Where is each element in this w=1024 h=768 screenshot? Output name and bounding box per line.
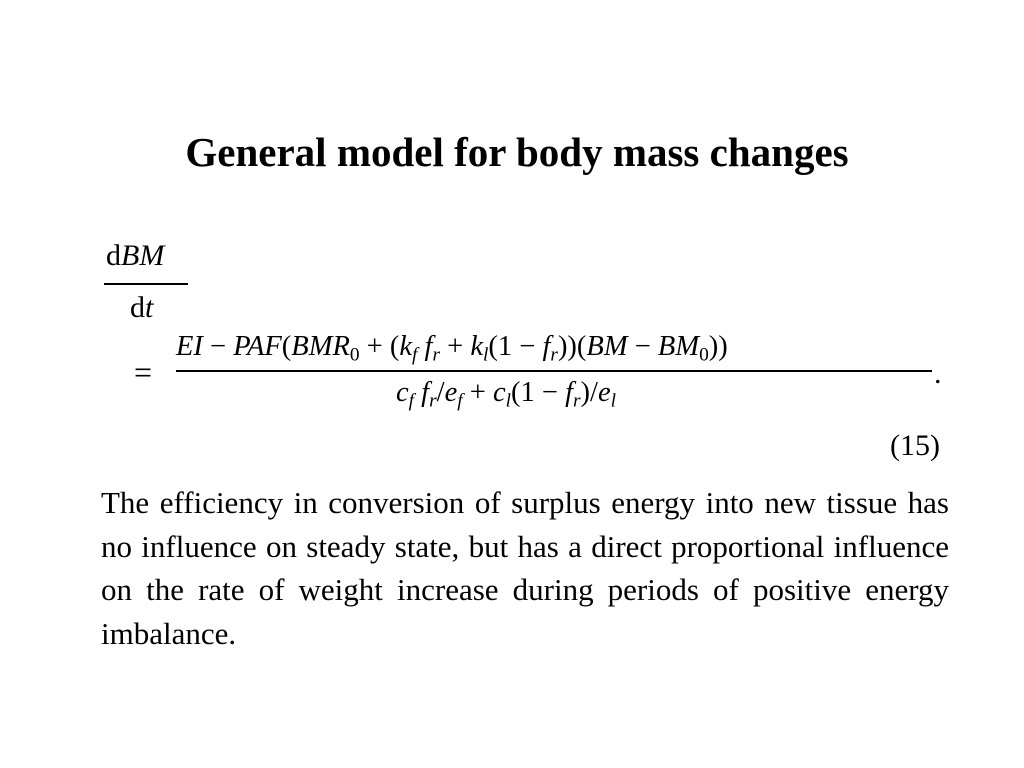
- equation-number: (15): [890, 429, 940, 462]
- equation-period: .: [934, 357, 942, 390]
- rhs-denominator: cf fr/ef + cl(1 − fr)/el: [396, 377, 616, 412]
- lhs-denominator: dt: [130, 291, 154, 324]
- lhs-numerator: dBM: [106, 239, 165, 272]
- rhs-fraction-bar: [176, 370, 932, 372]
- equals-sign: =: [134, 354, 153, 390]
- body-paragraph: The efficiency in conversion of surplus …: [101, 485, 949, 651]
- rhs-numerator: EI − PAF(BMR0 + (kf fr + kl(1 − fr))(BM …: [176, 331, 728, 366]
- lhs-fraction-bar: [104, 283, 188, 285]
- slide-title: General model for body mass changes: [185, 129, 849, 175]
- equation-15: dBM dt = EI − PAF(BMR0 + (kf fr + kl(1 −…: [104, 239, 942, 462]
